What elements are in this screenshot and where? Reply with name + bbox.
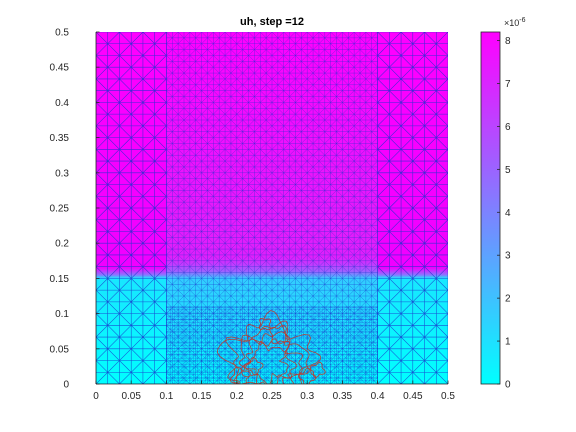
x-tick-label: 0.15	[192, 391, 212, 402]
y-tick-label: 0.45	[50, 63, 70, 74]
contour-lines	[217, 310, 326, 384]
colorbar-tick-label: 8	[505, 36, 511, 47]
contour-line	[245, 357, 264, 376]
colorbar: 0 1 2 3 4 5 6 7 8 ×10-6	[480, 17, 526, 391]
contour-line	[217, 310, 321, 384]
contour-line	[298, 367, 317, 384]
contour-line	[269, 325, 289, 345]
y-tick-label: 0.3	[55, 168, 69, 179]
plot-area	[96, 32, 448, 384]
x-tick-label: 0.35	[333, 391, 353, 402]
y-tick-label: 0.35	[50, 133, 70, 144]
x-tick-label: 0.3	[300, 391, 314, 402]
y-tick-label: 0.15	[50, 274, 70, 285]
colorbar-tick-label: 0	[505, 380, 511, 391]
chart-title: uh, step =12	[240, 16, 304, 28]
colorbar-tick-label: 6	[505, 122, 511, 133]
mesh-block	[96, 32, 167, 384]
triangular-mesh	[96, 32, 448, 384]
y-tick-label: 0.05	[50, 344, 70, 355]
y-tick-label: 0.1	[55, 309, 69, 320]
contour-line	[243, 340, 289, 384]
colorbar-tick-label: 4	[505, 208, 511, 219]
x-tick-label: 0.05	[121, 391, 141, 402]
x-axis: 0 0.05 0.1 0.15 0.2 0.25 0.3 0.35 0.4 0.45 0.5	[93, 380, 455, 402]
x-tick-label: 0.1	[159, 391, 173, 402]
colorbar-exponent: ×10-6	[504, 17, 526, 28]
contour-line	[229, 366, 251, 384]
y-tick-label: 0	[63, 380, 69, 391]
colorbar-tick-label: 2	[505, 294, 511, 305]
colorbar-tick-label: 7	[505, 79, 511, 90]
x-tick-label: 0.5	[441, 391, 455, 402]
x-tick-label: 0.25	[262, 391, 282, 402]
colorbar-tick-label: 1	[505, 337, 511, 348]
colorbar-gradient	[480, 31, 501, 385]
contour-line	[225, 320, 310, 384]
y-tick-label: 0.25	[50, 204, 70, 215]
y-tick-label: 0.2	[55, 239, 69, 250]
contour-line	[309, 361, 326, 378]
colorbar-exponent-power: -6	[519, 17, 525, 24]
colorbar-ticks: 0 1 2 3 4 5 6 7 8	[497, 36, 511, 391]
colorbar-exponent-base: ×10	[504, 18, 519, 28]
contour-line	[258, 318, 272, 331]
x-tick-label: 0.45	[403, 391, 423, 402]
colorbar-tick-label: 3	[505, 251, 511, 262]
x-tick-label: 0.4	[371, 391, 385, 402]
y-tick-label: 0.5	[55, 28, 69, 39]
colorbar-tick-label: 5	[505, 165, 511, 176]
x-tick-label: 0	[93, 391, 99, 402]
y-axis: 0 0.05 0.1 0.15 0.2 0.25 0.3 0.35 0.4 0.45 0.5	[50, 28, 100, 391]
y-tick-label: 0.4	[55, 98, 69, 109]
x-tick-label: 0.2	[230, 391, 244, 402]
mesh-edges	[96, 32, 167, 384]
